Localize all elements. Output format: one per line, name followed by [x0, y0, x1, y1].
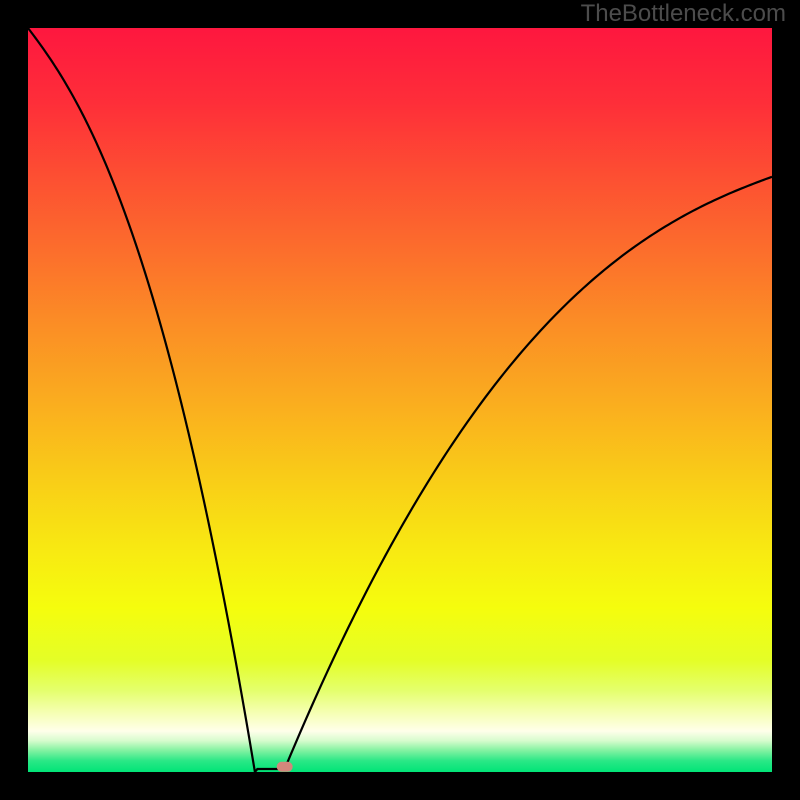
watermark-text: TheBottleneck.com	[581, 0, 786, 28]
chart-frame: TheBottleneck.com	[0, 0, 800, 800]
gradient-background	[28, 28, 772, 772]
optimal-point-marker	[277, 762, 293, 772]
bottleneck-curve-chart	[0, 0, 800, 800]
